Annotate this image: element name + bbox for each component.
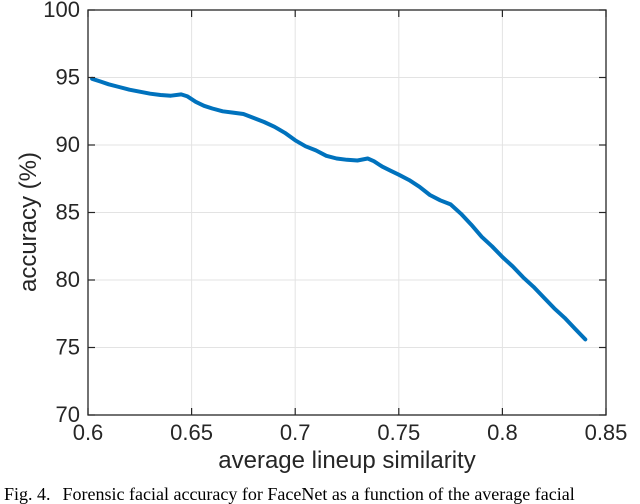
tick-label-layer: 0.6 0.65 0.7 0.75 0.8 0.85 70 75 80 85 90 95 100: [43, 0, 627, 445]
axes-layer: [87, 9, 607, 416]
series-layer: [90, 76, 588, 342]
y-tick-label: 90: [56, 132, 80, 157]
x-tick-label: 0.65: [170, 420, 213, 445]
y-axis-label: accuracy (%): [15, 152, 42, 292]
x-axis-label: average lineup similarity: [218, 447, 475, 474]
line-chart-svg: 0.6 0.65 0.7 0.75 0.8 0.85 70 75 80 85 90 95 100 ave…: [15, 0, 627, 474]
figure-caption-text: Forensic facial accuracy for FaceNet as …: [62, 484, 575, 504]
x-tick-label: 0.6: [73, 420, 104, 445]
x-tick-label: 0.8: [487, 420, 518, 445]
grid-layer: [87, 9, 607, 416]
y-tick-label: 80: [56, 267, 80, 292]
y-tick-label: 70: [56, 402, 80, 427]
x-tick-label: 0.75: [377, 420, 420, 445]
y-tick-label: 75: [56, 335, 80, 360]
x-tick-label: 0.7: [280, 420, 311, 445]
x-tick-label: 0.85: [585, 420, 628, 445]
y-tick-label: 100: [43, 0, 80, 22]
figure-caption-number: Fig. 4.: [4, 484, 51, 504]
y-tick-label: 85: [56, 200, 80, 225]
accuracy-line-series: [90, 76, 588, 342]
y-tick-label: 95: [56, 65, 80, 90]
figure-caption: Fig. 4. Forensic facial accuracy for Face…: [4, 484, 640, 504]
